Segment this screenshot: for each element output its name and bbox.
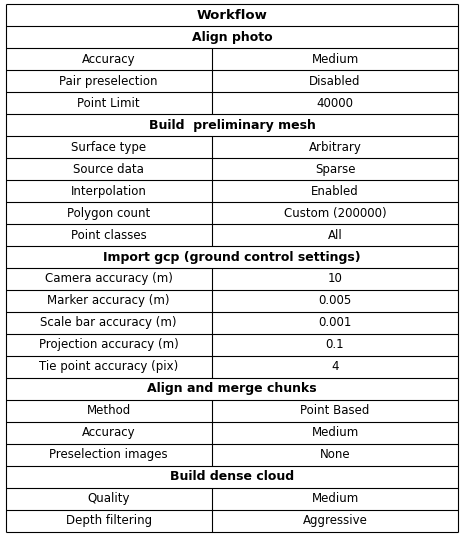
- Text: Pair preselection: Pair preselection: [59, 75, 157, 88]
- Text: Polygon count: Polygon count: [67, 206, 150, 220]
- Text: Marker accuracy (m): Marker accuracy (m): [47, 294, 169, 308]
- Text: Surface type: Surface type: [71, 140, 146, 154]
- Text: 0.001: 0.001: [318, 316, 351, 330]
- Text: Depth filtering: Depth filtering: [65, 514, 151, 527]
- Text: Tie point accuracy (pix): Tie point accuracy (pix): [39, 360, 178, 374]
- Text: Preselection images: Preselection images: [49, 448, 168, 461]
- Text: Build dense cloud: Build dense cloud: [169, 470, 294, 483]
- Text: None: None: [319, 448, 350, 461]
- Text: Point Limit: Point Limit: [77, 96, 140, 110]
- Text: Point classes: Point classes: [70, 228, 146, 242]
- Text: Enabled: Enabled: [311, 184, 358, 198]
- Text: Accuracy: Accuracy: [81, 53, 135, 66]
- Text: Source data: Source data: [73, 162, 144, 176]
- Text: 0.1: 0.1: [325, 338, 344, 352]
- Text: Build  preliminary mesh: Build preliminary mesh: [148, 118, 315, 132]
- Text: Quality: Quality: [87, 492, 130, 505]
- Text: Disabled: Disabled: [309, 75, 360, 88]
- Text: Align photo: Align photo: [191, 31, 272, 44]
- Text: Scale bar accuracy (m): Scale bar accuracy (m): [40, 316, 176, 330]
- Text: 40000: 40000: [316, 96, 353, 110]
- Text: Medium: Medium: [311, 53, 358, 66]
- Text: 4: 4: [331, 360, 338, 374]
- Text: Arbitrary: Arbitrary: [308, 140, 361, 154]
- Text: Medium: Medium: [311, 426, 358, 440]
- Text: Align and merge chunks: Align and merge chunks: [147, 382, 316, 396]
- Text: All: All: [327, 228, 342, 242]
- Text: Medium: Medium: [311, 492, 358, 505]
- Text: Method: Method: [86, 404, 131, 418]
- Text: Projection accuracy (m): Projection accuracy (m): [38, 338, 178, 352]
- Text: Camera accuracy (m): Camera accuracy (m): [44, 272, 172, 286]
- Text: 10: 10: [327, 272, 342, 286]
- Text: Aggressive: Aggressive: [302, 514, 367, 527]
- Text: Point Based: Point Based: [300, 404, 369, 418]
- Text: Import gcp (ground control settings): Import gcp (ground control settings): [103, 250, 360, 264]
- Text: Sparse: Sparse: [314, 162, 355, 176]
- Text: 0.005: 0.005: [318, 294, 351, 308]
- Text: Accuracy: Accuracy: [81, 426, 135, 440]
- Text: Interpolation: Interpolation: [70, 184, 146, 198]
- Text: Workflow: Workflow: [196, 9, 267, 22]
- Text: Custom (200000): Custom (200000): [283, 206, 386, 220]
